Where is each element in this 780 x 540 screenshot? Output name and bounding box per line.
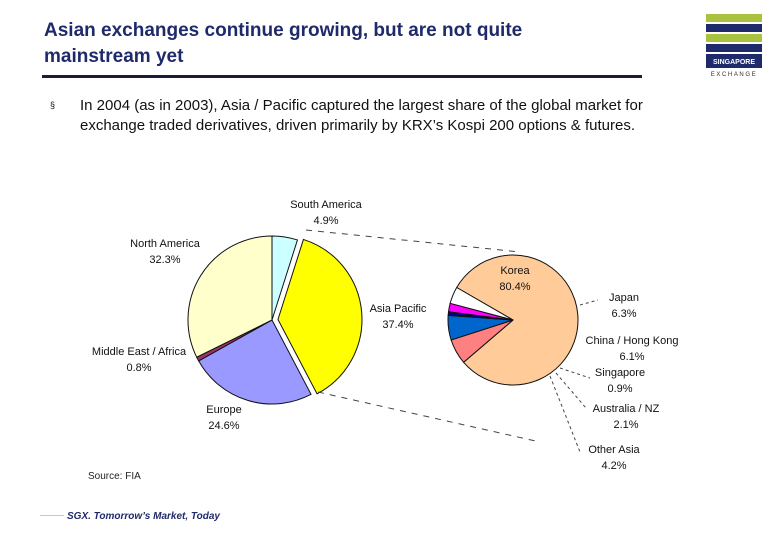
bullet-text: In 2004 (as in 2003), Asia / Pacific cap… (80, 97, 643, 134)
label-asia-pacific-value: 37.4% (382, 319, 413, 331)
label-europe-name: Europe (206, 404, 241, 416)
label-middle-east-name: Middle East / Africa (92, 346, 187, 358)
slice-europe (197, 319, 312, 405)
regional-share-pie (187, 235, 363, 405)
label-asia-pacific-name: Asia Pacific (370, 303, 427, 315)
label-japan-value: 6.3% (611, 308, 636, 320)
label-korea-value: 80.4% (499, 281, 530, 293)
connector-lines (305, 229, 541, 443)
slice-north-america (187, 235, 273, 358)
label-north-america-value: 32.3% (149, 254, 180, 266)
logo-bar-1 (706, 14, 762, 22)
label-korea-name: Korea (500, 265, 530, 277)
leader-lines (549, 299, 599, 453)
label-japan-name: Japan (609, 292, 639, 304)
logo-name: SINGAPORE (713, 59, 755, 66)
label-australia-name: Australia / NZ (593, 403, 660, 415)
connector-top (305, 229, 521, 253)
label-other-asia-name: Other Asia (588, 444, 640, 456)
label-australia-value: 2.1% (613, 419, 638, 431)
leader-australia (555, 372, 587, 409)
bullet-icon: § (50, 100, 56, 110)
logo-subtitle: EXCHANGE (710, 72, 758, 78)
connector-bottom (317, 391, 541, 443)
leader-other-asia (549, 375, 581, 453)
logo-bar-5 (706, 54, 762, 68)
logo-bar-2 (706, 24, 762, 32)
slide-title: Asian exchanges continue growing, but ar… (44, 20, 523, 67)
title-underline (42, 75, 642, 78)
leader-japan (579, 299, 599, 306)
source-note: Source: FIA (88, 471, 141, 482)
label-south-america-value: 4.9% (313, 215, 338, 227)
slice-other-asia (449, 286, 514, 321)
footer-tagline: SGX. Tomorrow’s Market, Today (64, 511, 223, 522)
label-south-america-name: South America (290, 199, 362, 211)
label-china-hk-name: China / Hong Kong (586, 335, 679, 347)
asia-pacific-breakdown-pie (447, 254, 579, 386)
label-other-asia-value: 4.2% (601, 460, 626, 472)
logo-bar-3 (706, 34, 762, 42)
slice-asia-pacific (277, 238, 363, 395)
sgx-logo: SINGAPORE (706, 14, 762, 68)
slice-korea (456, 254, 579, 386)
leader-singapore (559, 367, 591, 379)
label-singapore-value: 0.9% (607, 383, 632, 395)
label-singapore-name: Singapore (595, 367, 645, 379)
label-middle-east-value: 0.8% (126, 362, 151, 374)
logo-bar-4 (706, 44, 762, 52)
label-europe-value: 24.6% (208, 420, 239, 432)
label-north-america-name: North America (130, 238, 201, 250)
label-china-hk-value: 6.1% (619, 351, 644, 363)
